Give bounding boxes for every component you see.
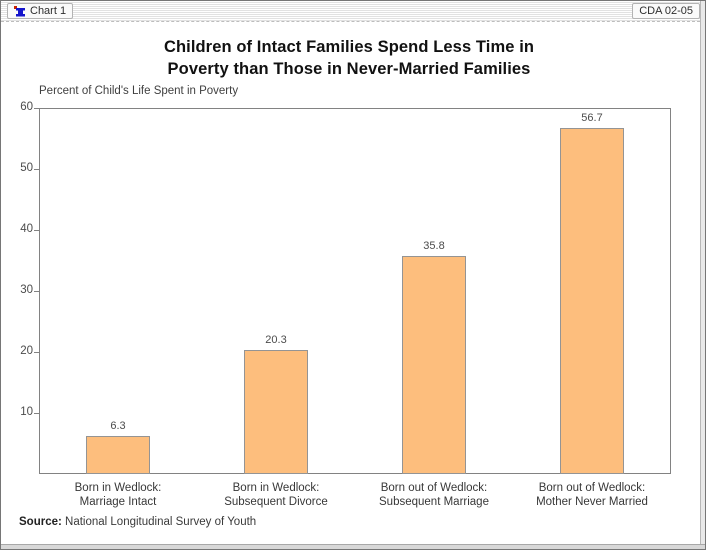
y-tick-label: 30 [20, 284, 33, 296]
bar-value-label: 56.7 [581, 112, 603, 125]
titlebar-left-tab: Chart 1 [7, 3, 74, 19]
y-tick-mark [34, 352, 39, 353]
chart-title: Children of Intact Families Spend Less T… [1, 36, 697, 80]
category-label-line: Mother Never Married [536, 496, 648, 508]
titlebar-right-label: CDA 02-05 [639, 5, 693, 17]
category-label: Born out of Wedlock: Subsequent Marriage [355, 481, 513, 509]
bar [402, 255, 466, 474]
category-label-line: Subsequent Marriage [379, 496, 489, 508]
bar [560, 128, 624, 474]
y-tick-mark [34, 230, 39, 231]
category-label-line: Marriage Intact [79, 496, 157, 508]
category-label-line: Born in Wedlock: [74, 482, 162, 494]
bar [244, 350, 308, 474]
source-note: Source: National Longitudinal Survey of … [19, 516, 256, 528]
y-tick-label: 10 [20, 406, 33, 418]
y-tick-label: 40 [20, 223, 33, 235]
chart-title-line1: Children of Intact Families Spend Less T… [163, 38, 535, 56]
window-edge-right [700, 1, 705, 549]
y-tick-label: 50 [20, 162, 33, 174]
category-label: Born in Wedlock: Subsequent Divorce [197, 481, 355, 509]
window-edge-bottom [1, 544, 705, 549]
category-label-line: Born out of Wedlock: [380, 482, 488, 494]
y-axis-unit-label: Percent of Child's Life Spent in Poverty [39, 85, 239, 97]
bar-value-label: 35.8 [423, 239, 445, 252]
source-text: National Longitudinal Survey of Youth [61, 516, 257, 528]
category-label-line: Subsequent Divorce [224, 496, 328, 508]
bar-value-label: 20.3 [265, 334, 287, 347]
y-tick-label: 20 [20, 345, 33, 357]
chart-app-icon [14, 5, 26, 17]
titlebar-left-label: Chart 1 [30, 5, 67, 17]
bar [86, 435, 150, 474]
chart-title-line2: Poverty than Those in Never-Married Fami… [167, 60, 531, 78]
y-tick-mark [34, 291, 39, 292]
category-label-line: Born in Wedlock: [232, 482, 320, 494]
category-label: Born out of Wedlock: Mother Never Married [513, 481, 671, 509]
source-label: Source: [19, 516, 62, 528]
titlebar-right-tab: CDA 02-05 [632, 3, 700, 19]
y-tick-label: 60 [20, 101, 33, 113]
y-tick-mark [34, 413, 39, 414]
category-label: Born in Wedlock: Marriage Intact [39, 481, 197, 509]
titlebar: Chart 1 CDA 02-05 [1, 1, 705, 22]
category-label-line: Born out of Wedlock: [538, 482, 646, 494]
y-tick-mark [34, 169, 39, 170]
bar-value-label: 6.3 [110, 419, 126, 432]
y-tick-mark [34, 108, 39, 109]
